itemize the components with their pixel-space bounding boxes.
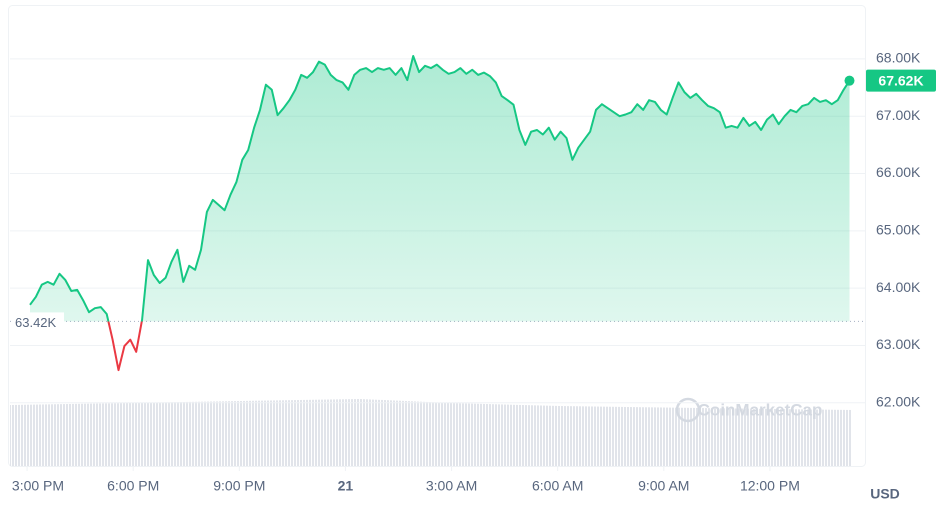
currency-label: USD [870, 486, 900, 502]
x-tick-label: 3:00 PM [12, 478, 64, 494]
y-tick-label: 62.00K [876, 394, 921, 410]
x-tick-label: 9:00 PM [213, 478, 265, 494]
x-tick-label: 6:00 PM [107, 478, 159, 494]
y-tick-label: 67.00K [876, 107, 921, 123]
y-tick-label: 64.00K [876, 279, 921, 295]
price-area [30, 56, 850, 322]
price-line [29, 55, 851, 372]
x-tick-label: 3:00 AM [426, 478, 477, 494]
x-tick-label: 6:00 AM [532, 478, 583, 494]
current-label: 67.62K [878, 72, 923, 88]
reference-label: 63.42K [15, 315, 57, 330]
reference-label-bg [12, 312, 64, 331]
y-tick-label: 65.00K [876, 222, 921, 238]
y-tick-label: 68.00K [876, 50, 921, 66]
y-tick-label: 63.00K [876, 336, 921, 352]
current-label-bg [866, 69, 936, 92]
x-tick-label: 12:00 PM [740, 478, 800, 494]
current-point [844, 75, 855, 86]
watermark: CoinMarketCap [698, 400, 823, 419]
x-tick-label: 9:00 AM [638, 478, 689, 494]
y-tick-label: 66.00K [876, 164, 921, 180]
volume-bars [10, 399, 852, 466]
watermark-logo [675, 397, 701, 423]
plot-frame [8, 5, 866, 467]
x-tick-label: 21 [338, 478, 354, 494]
